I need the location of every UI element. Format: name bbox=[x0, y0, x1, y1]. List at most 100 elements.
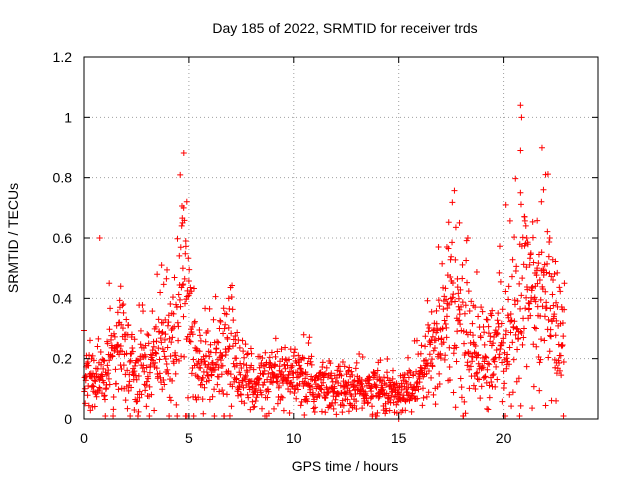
data-point bbox=[242, 372, 249, 379]
data-point bbox=[424, 297, 431, 304]
data-point bbox=[286, 409, 293, 416]
data-point bbox=[143, 382, 150, 389]
data-point bbox=[294, 386, 301, 393]
data-point bbox=[373, 384, 380, 391]
data-point bbox=[538, 249, 545, 256]
data-point bbox=[413, 380, 420, 387]
data-point bbox=[543, 269, 550, 276]
data-point bbox=[170, 294, 177, 301]
data-point bbox=[523, 294, 530, 301]
data-point bbox=[414, 395, 421, 402]
data-point bbox=[237, 360, 244, 367]
data-point bbox=[262, 349, 269, 356]
data-point bbox=[164, 322, 171, 329]
data-point bbox=[181, 275, 188, 282]
data-point bbox=[151, 407, 158, 414]
data-point bbox=[365, 399, 372, 406]
data-point bbox=[214, 338, 221, 345]
x-tick-label: 15 bbox=[391, 430, 407, 446]
data-point bbox=[452, 256, 459, 263]
data-point bbox=[166, 412, 173, 419]
data-point bbox=[112, 366, 119, 373]
data-point bbox=[556, 284, 563, 291]
data-point bbox=[469, 320, 476, 327]
data-point bbox=[186, 337, 193, 344]
data-point bbox=[496, 269, 503, 276]
data-point bbox=[460, 328, 467, 335]
data-point bbox=[170, 360, 177, 367]
data-point bbox=[229, 383, 236, 390]
data-point bbox=[510, 324, 517, 331]
data-point bbox=[558, 372, 565, 379]
data-point bbox=[179, 282, 186, 289]
data-point bbox=[505, 296, 512, 303]
data-point bbox=[297, 402, 304, 409]
data-point bbox=[206, 396, 213, 403]
data-point bbox=[156, 356, 163, 363]
data-point bbox=[183, 296, 190, 303]
data-point bbox=[433, 307, 440, 314]
data-point bbox=[556, 359, 563, 366]
data-point bbox=[420, 394, 427, 401]
data-point bbox=[117, 343, 124, 350]
data-point bbox=[515, 375, 522, 382]
data-point bbox=[185, 255, 192, 262]
data-point bbox=[115, 386, 122, 393]
data-point bbox=[403, 380, 410, 387]
data-point bbox=[437, 355, 444, 362]
data-point bbox=[268, 378, 275, 385]
data-point bbox=[172, 370, 179, 377]
data-point bbox=[519, 234, 526, 241]
data-point bbox=[444, 300, 451, 307]
data-point bbox=[552, 332, 559, 339]
data-point bbox=[165, 370, 172, 377]
data-point bbox=[146, 369, 153, 376]
data-point bbox=[374, 367, 381, 374]
data-point bbox=[350, 383, 357, 390]
data-point bbox=[518, 114, 525, 121]
data-point bbox=[536, 387, 543, 394]
data-point bbox=[205, 361, 212, 368]
data-point bbox=[442, 352, 449, 359]
data-point bbox=[155, 316, 162, 323]
data-point bbox=[265, 388, 272, 395]
data-point bbox=[225, 368, 232, 375]
data-point bbox=[207, 349, 214, 356]
data-point bbox=[138, 391, 145, 398]
data-point bbox=[348, 392, 355, 399]
data-point bbox=[135, 372, 142, 379]
data-point bbox=[483, 316, 490, 323]
data-point bbox=[268, 349, 275, 356]
data-point bbox=[369, 393, 376, 400]
data-point bbox=[450, 291, 457, 298]
data-point bbox=[120, 301, 127, 308]
data-point bbox=[560, 359, 567, 366]
data-point bbox=[229, 306, 236, 313]
data-point bbox=[129, 348, 136, 355]
data-point bbox=[123, 316, 130, 323]
data-point bbox=[131, 368, 138, 375]
data-point bbox=[322, 370, 329, 377]
data-point bbox=[446, 344, 453, 351]
data-point bbox=[274, 378, 281, 385]
data-point bbox=[241, 354, 248, 361]
data-point bbox=[375, 394, 382, 401]
data-point bbox=[287, 388, 294, 395]
data-point bbox=[560, 412, 567, 419]
data-point bbox=[228, 403, 235, 410]
data-point bbox=[128, 384, 135, 391]
data-point bbox=[449, 239, 456, 246]
data-point bbox=[150, 343, 157, 350]
data-point bbox=[211, 412, 218, 419]
data-point bbox=[233, 362, 240, 369]
data-point bbox=[95, 335, 102, 342]
data-point bbox=[106, 381, 113, 388]
data-point bbox=[216, 325, 223, 332]
data-point bbox=[100, 365, 107, 372]
data-point bbox=[141, 368, 148, 375]
data-point bbox=[538, 336, 545, 343]
data-point bbox=[485, 330, 492, 337]
data-point bbox=[215, 339, 222, 346]
